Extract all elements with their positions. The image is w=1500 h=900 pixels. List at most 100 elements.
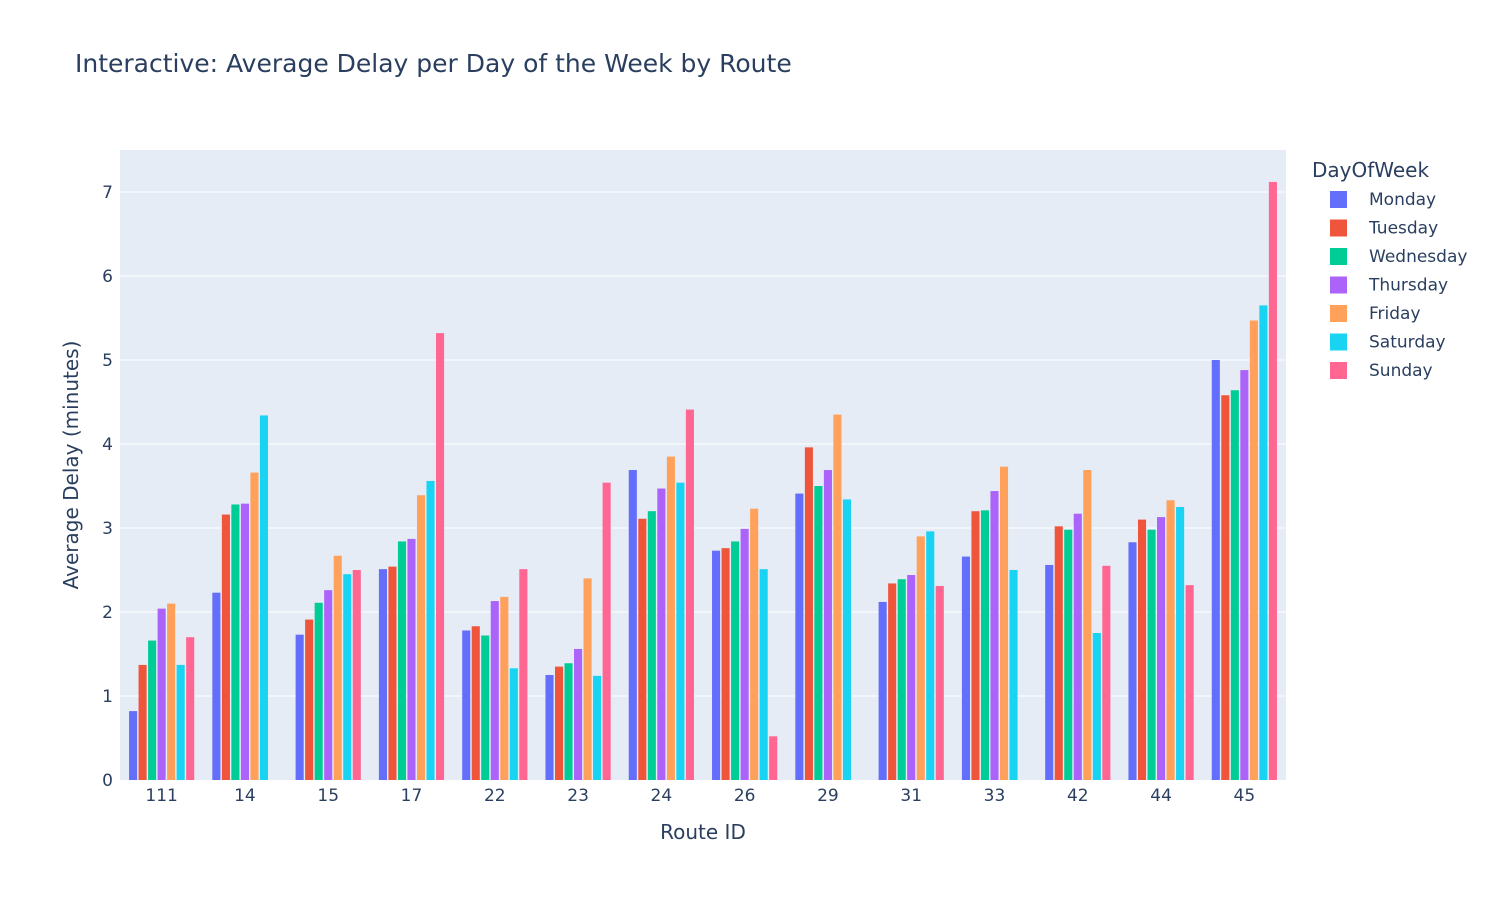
legend-item-wednesday[interactable]: Wednesday — [1330, 247, 1467, 267]
bar-thursday-route-17[interactable] — [407, 538, 416, 780]
bar-tuesday-route-24[interactable] — [638, 518, 647, 780]
bar-tuesday-route-14[interactable] — [221, 514, 230, 780]
bar-monday-route-44[interactable] — [1128, 542, 1137, 780]
bar-sunday-route-15[interactable] — [352, 570, 361, 780]
bar-saturday-route-29[interactable] — [842, 499, 852, 780]
bar-thursday-route-26[interactable] — [740, 528, 749, 780]
bar-monday-route-26[interactable] — [712, 550, 721, 780]
legend-item-friday[interactable]: Friday — [1330, 304, 1421, 324]
bar-wednesday-route-111[interactable] — [148, 640, 157, 780]
bar-thursday-route-33[interactable] — [990, 491, 999, 780]
bar-thursday-route-24[interactable] — [657, 488, 666, 780]
bar-sunday-route-31[interactable] — [935, 585, 944, 780]
bar-friday-route-111[interactable] — [167, 603, 176, 780]
bar-tuesday-route-26[interactable] — [721, 548, 730, 780]
bar-friday-route-24[interactable] — [666, 456, 675, 780]
bar-wednesday-route-17[interactable] — [397, 541, 407, 780]
bar-saturday-route-31[interactable] — [926, 531, 935, 780]
bar-tuesday-route-15[interactable] — [305, 619, 314, 780]
bar-tuesday-route-22[interactable] — [471, 626, 480, 780]
bar-friday-route-29[interactable] — [833, 414, 842, 780]
bar-wednesday-route-44[interactable] — [1147, 529, 1156, 780]
bar-wednesday-route-24[interactable] — [647, 511, 656, 780]
bar-thursday-route-42[interactable] — [1073, 513, 1082, 780]
bar-thursday-route-14[interactable] — [240, 503, 249, 780]
bar-wednesday-route-29[interactable] — [814, 486, 823, 780]
bar-wednesday-route-31[interactable] — [897, 579, 906, 780]
bar-tuesday-route-33[interactable] — [971, 511, 980, 780]
legend-item-monday[interactable]: Monday — [1330, 190, 1436, 210]
bar-tuesday-route-31[interactable] — [888, 583, 897, 780]
bar-monday-route-33[interactable] — [961, 556, 970, 780]
legend-item-thursday[interactable]: Thursday — [1330, 276, 1448, 296]
bar-sunday-route-22[interactable] — [519, 569, 528, 780]
bar-saturday-route-23[interactable] — [593, 675, 602, 780]
bar-friday-route-42[interactable] — [1083, 470, 1092, 780]
bar-tuesday-route-111[interactable] — [138, 664, 147, 780]
bar-monday-route-111[interactable] — [129, 711, 138, 780]
bar-wednesday-route-14[interactable] — [231, 504, 240, 780]
bar-tuesday-route-23[interactable] — [554, 666, 564, 780]
bar-wednesday-route-42[interactable] — [1064, 529, 1073, 780]
legend-items[interactable]: Monday Tuesday Wednesday Thursday Friday Satu… — [1330, 190, 1467, 381]
bar-monday-route-22[interactable] — [462, 630, 471, 780]
bar-tuesday-route-45[interactable] — [1221, 395, 1230, 780]
bar-monday-route-42[interactable] — [1045, 564, 1054, 780]
bar-thursday-route-44[interactable] — [1157, 517, 1166, 780]
bar-friday-route-22[interactable] — [500, 596, 509, 780]
bar-saturday-route-26[interactable] — [759, 569, 768, 780]
bar-saturday-route-42[interactable] — [1092, 633, 1101, 780]
bar-monday-route-45[interactable] — [1211, 360, 1220, 780]
bar-friday-route-23[interactable] — [583, 578, 592, 780]
bar-saturday-route-15[interactable] — [343, 574, 352, 780]
bar-friday-route-33[interactable] — [999, 466, 1009, 780]
bar-saturday-route-33[interactable] — [1009, 570, 1018, 780]
bar-wednesday-route-23[interactable] — [564, 663, 573, 780]
bar-friday-route-44[interactable] — [1166, 500, 1175, 780]
bar-saturday-route-17[interactable] — [426, 480, 435, 780]
legend-item-saturday[interactable]: Saturday — [1330, 333, 1446, 353]
bar-sunday-route-24[interactable] — [685, 409, 694, 780]
bar-thursday-route-15[interactable] — [324, 590, 333, 780]
bar-saturday-route-24[interactable] — [676, 482, 685, 780]
bar-monday-route-24[interactable] — [628, 470, 637, 780]
bar-sunday-route-17[interactable] — [436, 333, 445, 780]
bar-tuesday-route-42[interactable] — [1054, 526, 1063, 780]
legend-item-tuesday[interactable]: Tuesday — [1330, 219, 1438, 239]
bar-wednesday-route-15[interactable] — [314, 602, 323, 780]
bar-saturday-route-111[interactable] — [176, 664, 185, 780]
bar-sunday-route-42[interactable] — [1102, 565, 1111, 780]
bar-wednesday-route-22[interactable] — [481, 635, 490, 780]
bar-saturday-route-44[interactable] — [1176, 507, 1185, 780]
bar-monday-route-29[interactable] — [795, 493, 804, 780]
bar-monday-route-14[interactable] — [212, 592, 221, 780]
bar-tuesday-route-44[interactable] — [1137, 519, 1147, 780]
bar-thursday-route-111[interactable] — [157, 608, 166, 780]
bar-thursday-route-23[interactable] — [574, 648, 583, 780]
bar-sunday-route-45[interactable] — [1268, 181, 1277, 781]
bar-wednesday-route-45[interactable] — [1230, 390, 1239, 780]
bar-wednesday-route-33[interactable] — [980, 510, 990, 780]
legend-item-sunday[interactable]: Sunday — [1330, 361, 1433, 381]
bar-monday-route-17[interactable] — [378, 569, 387, 780]
bar-friday-route-15[interactable] — [333, 555, 342, 780]
bar-sunday-route-26[interactable] — [769, 736, 778, 780]
bar-thursday-route-29[interactable] — [823, 470, 832, 780]
bar-friday-route-45[interactable] — [1249, 320, 1258, 780]
bar-thursday-route-45[interactable] — [1240, 370, 1249, 780]
bar-friday-route-17[interactable] — [416, 495, 426, 780]
bar-monday-route-15[interactable] — [295, 634, 304, 780]
bar-friday-route-14[interactable] — [250, 472, 259, 780]
bar-friday-route-26[interactable] — [750, 508, 759, 780]
bar-thursday-route-22[interactable] — [490, 601, 499, 780]
bar-wednesday-route-26[interactable] — [731, 541, 740, 780]
bar-sunday-route-111[interactable] — [186, 637, 195, 780]
bar-monday-route-31[interactable] — [878, 601, 887, 780]
bar-tuesday-route-29[interactable] — [804, 447, 813, 780]
bar-monday-route-23[interactable] — [545, 675, 554, 780]
bar-tuesday-route-17[interactable] — [388, 566, 397, 780]
bar-saturday-route-14[interactable] — [259, 415, 269, 780]
bar-thursday-route-31[interactable] — [907, 575, 916, 780]
bar-sunday-route-23[interactable] — [602, 482, 611, 780]
bar-sunday-route-44[interactable] — [1185, 585, 1194, 780]
